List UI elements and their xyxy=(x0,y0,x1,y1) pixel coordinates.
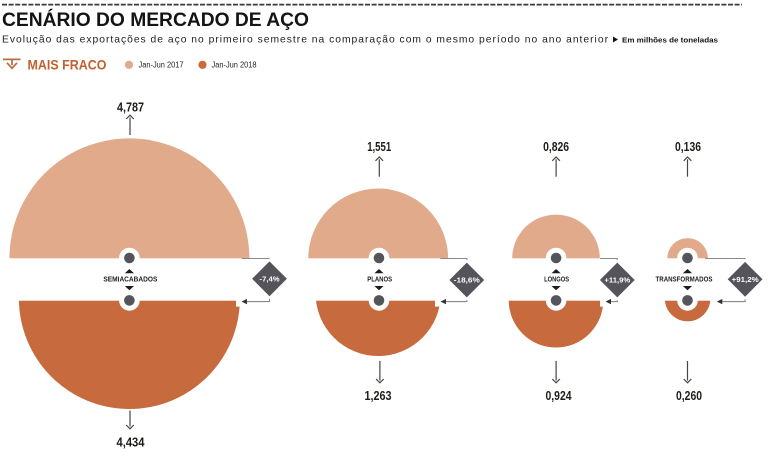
svg-text:-18,6%: -18,6% xyxy=(454,276,481,285)
svg-text:4,787: 4,787 xyxy=(117,99,144,114)
svg-text:CENÁRIO DO MERCADO DE AÇO: CENÁRIO DO MERCADO DE AÇO xyxy=(2,8,309,31)
svg-text:Jan-Jun 2018: Jan-Jun 2018 xyxy=(212,61,258,70)
svg-text:0,260: 0,260 xyxy=(676,388,702,403)
svg-text:Em milhões de toneladas: Em milhões de toneladas xyxy=(622,36,718,45)
svg-text:LONGOS: LONGOS xyxy=(544,275,569,284)
svg-text:0,826: 0,826 xyxy=(543,139,569,154)
svg-text:0,136: 0,136 xyxy=(675,139,701,154)
svg-text:Jan-Jun 2017: Jan-Jun 2017 xyxy=(139,61,185,70)
svg-text:Evolução das exportações de aç: Evolução das exportações de aço no prime… xyxy=(2,35,609,46)
svg-text:0,924: 0,924 xyxy=(546,388,573,403)
svg-text:MAIS FRACO: MAIS FRACO xyxy=(28,57,107,72)
svg-text:-7,4%: -7,4% xyxy=(260,275,281,284)
svg-text:4,434: 4,434 xyxy=(117,435,146,450)
svg-text:1,551: 1,551 xyxy=(367,139,391,154)
svg-text:+11,9%: +11,9% xyxy=(604,276,631,285)
svg-text:1,263: 1,263 xyxy=(365,388,392,403)
svg-text:+91,2%: +91,2% xyxy=(732,275,760,284)
svg-text:TRANSFORMADOS: TRANSFORMADOS xyxy=(656,275,713,284)
svg-text:PLANOS: PLANOS xyxy=(367,275,392,284)
svg-text:SEMIACABADOS: SEMIACABADOS xyxy=(103,275,157,284)
